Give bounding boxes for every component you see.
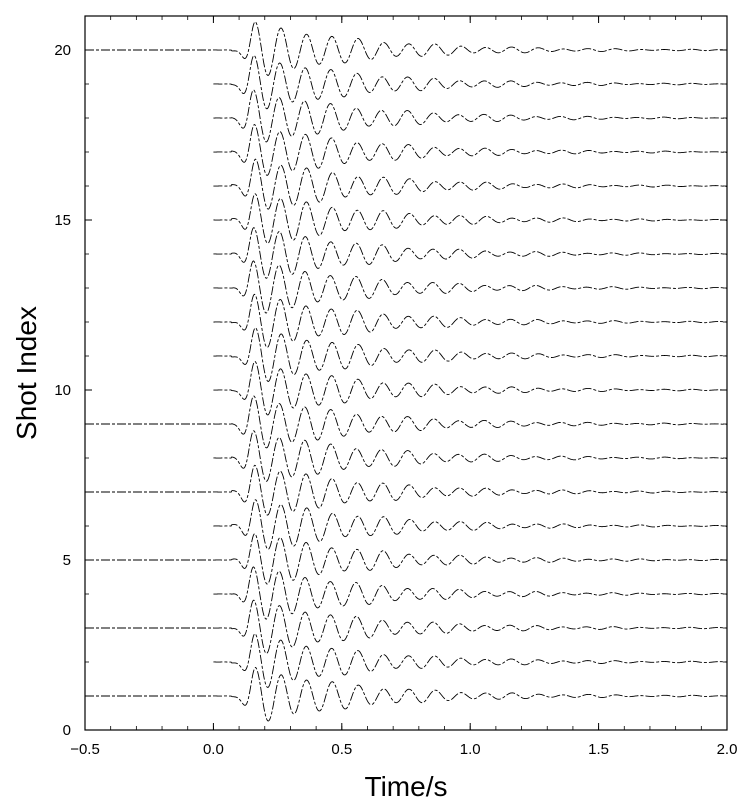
- trace-shot-9: [85, 395, 728, 449]
- x-tick-label: 0.5: [331, 741, 352, 758]
- x-tick-label: 2.0: [717, 741, 738, 758]
- trace-shot-2: [213, 633, 728, 688]
- y-tick-label: 20: [54, 42, 71, 59]
- axis-ticks-group: [84, 15, 728, 731]
- trace-shot-4: [213, 566, 728, 620]
- y-tick-label: 15: [54, 212, 71, 229]
- trace-shot-17: [213, 124, 728, 176]
- plot-frame: [84, 15, 728, 731]
- trace-shot-6: [213, 499, 728, 550]
- trace-shot-18: [213, 89, 727, 143]
- trace-shot-15: [213, 193, 728, 244]
- x-tick-label: 1.0: [460, 741, 481, 758]
- x-tick-label: 0.0: [203, 741, 224, 758]
- trace-shot-11: [213, 327, 728, 382]
- trace-shot-3: [85, 599, 728, 654]
- trace-shot-14: [213, 227, 728, 279]
- y-tick-labels: 0 5 10 15 20: [54, 42, 71, 739]
- trace-shot-8: [213, 430, 727, 482]
- trace-shot-19: [213, 54, 727, 110]
- trace-shot-7: [85, 464, 728, 516]
- y-tick-label: 5: [63, 552, 71, 569]
- trace-shot-10: [213, 360, 728, 416]
- y-tick-label: 0: [63, 722, 71, 739]
- x-tick-labels: −0.5 0.0 0.5 1.0 1.5 2.0: [70, 741, 737, 758]
- trace-series-group: [85, 21, 728, 722]
- trace-shot-13: [213, 260, 728, 314]
- x-axis-title: Time/s: [365, 771, 448, 802]
- y-tick-label: 10: [54, 382, 71, 399]
- trace-shot-1: [85, 666, 728, 722]
- trace-shot-16: [213, 158, 728, 210]
- y-axis-title: Shot Index: [11, 306, 42, 440]
- x-tick-label: 1.5: [588, 741, 609, 758]
- x-tick-label: −0.5: [70, 741, 100, 758]
- trace-shot-5: [85, 533, 728, 585]
- trace-shot-12: [213, 293, 728, 348]
- trace-shot-20: [85, 21, 728, 76]
